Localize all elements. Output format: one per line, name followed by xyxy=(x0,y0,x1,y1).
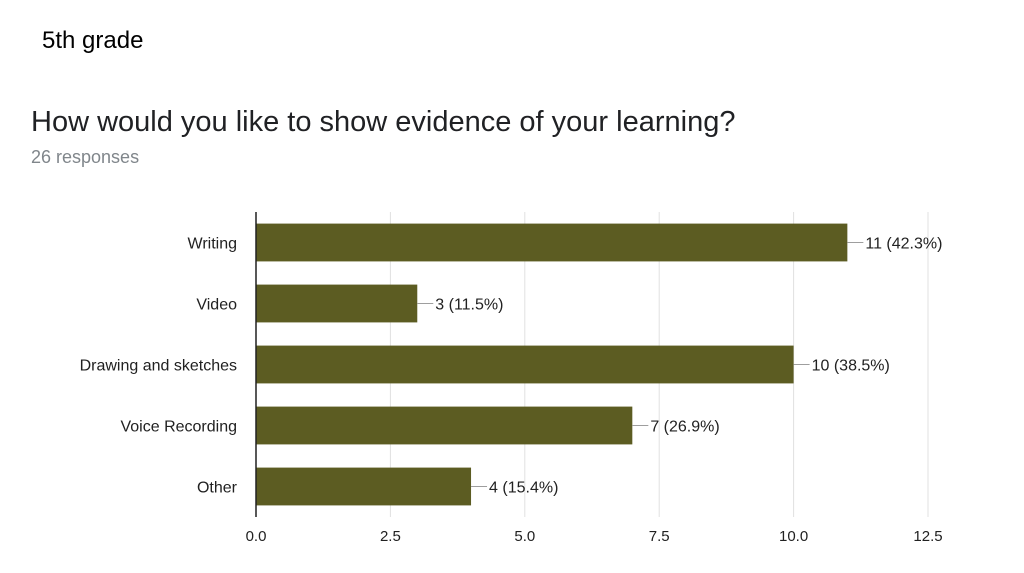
response-count: 26 responses xyxy=(31,147,140,167)
grade-label: 5th grade xyxy=(42,27,144,54)
bar[interactable] xyxy=(256,345,794,384)
x-tick-label: 5.0 xyxy=(514,528,535,545)
data-label: 3 (11.5%) xyxy=(435,297,503,314)
x-tick-label: 2.5 xyxy=(380,528,401,545)
bar[interactable] xyxy=(256,223,848,262)
question-title: How would you like to show evidence of y… xyxy=(31,106,736,138)
x-tick-label: 0.0 xyxy=(246,528,267,545)
x-tick-label: 7.5 xyxy=(649,528,670,545)
data-label: 7 (26.9%) xyxy=(650,419,719,436)
x-tick-label: 10.0 xyxy=(779,528,808,545)
category-label: Other xyxy=(197,480,238,497)
data-label: 11 (42.3%) xyxy=(865,236,942,253)
bar[interactable] xyxy=(256,284,418,323)
data-label: 10 (38.5%) xyxy=(812,358,890,375)
category-label: Video xyxy=(196,297,237,314)
data-label: 4 (15.4%) xyxy=(489,480,558,497)
bar[interactable] xyxy=(256,467,472,506)
category-label: Voice Recording xyxy=(120,419,237,436)
category-label: Drawing and sketches xyxy=(80,358,237,375)
x-tick-label: 12.5 xyxy=(913,528,942,545)
bar[interactable] xyxy=(256,406,633,445)
category-label: Writing xyxy=(188,236,238,253)
